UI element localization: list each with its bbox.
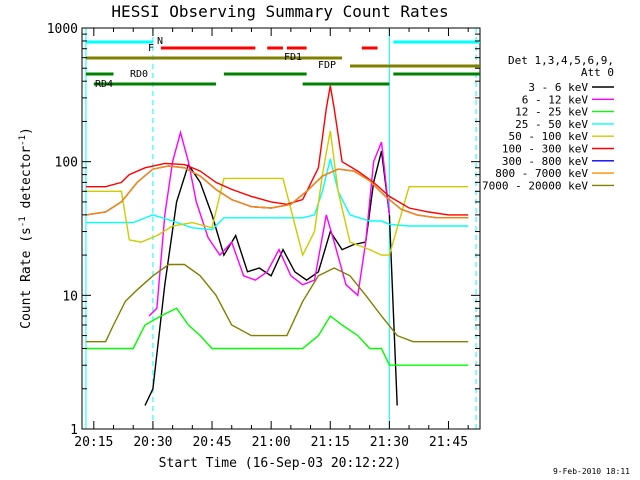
series-line-9 <box>85 263 469 343</box>
flag-label-f: F <box>148 43 154 54</box>
legend-entry-label: 12 - 25 keV <box>515 106 588 119</box>
svg-text:Count Rate (s-1 detector-1): Count Rate (s-1 detector-1) <box>18 127 34 329</box>
legend-header-line: Att 0 <box>581 66 614 79</box>
flag-label-rd0: RD0 <box>130 69 148 80</box>
x-tick-label: 21:00 <box>252 435 291 450</box>
y-tick-label: 1000 <box>47 22 78 37</box>
y-tick-label: 1 <box>70 423 78 438</box>
plot-frame <box>81 27 481 430</box>
x-tick-label: 20:15 <box>74 435 113 450</box>
x-tick-label: 20:45 <box>192 435 231 450</box>
flag-label-n: N <box>157 36 163 47</box>
series-line-3 <box>85 307 469 366</box>
series-line-2 <box>148 129 391 317</box>
series-line-1 <box>144 150 398 406</box>
x-tick-label: 21:30 <box>370 435 409 450</box>
flag-label-fdp: FDP <box>318 60 336 71</box>
flag-label-rd4: RD4 <box>95 79 113 90</box>
series-line-4 <box>85 158 469 231</box>
legend-entry-label: 25 - 50 keV <box>515 118 588 131</box>
flag-label-fd1: FD1 <box>284 52 302 63</box>
legend-entry-label: 50 - 100 keV <box>509 130 589 143</box>
series-line-7 <box>85 165 469 219</box>
chart-title: HESSI Observing Summary Count Rates <box>111 2 448 21</box>
legend-header-line: Det 1,3,4,5,6,9, <box>508 54 614 67</box>
legend-entry-label: 7000 - 20000 keV <box>482 179 588 192</box>
x-tick-label: 21:45 <box>429 435 468 450</box>
y-tick-label: 100 <box>55 156 78 171</box>
x-axis-label: Start Time (16-Sep-03 20:12:22) <box>159 456 402 471</box>
legend-entry-label: 6 - 12 keV <box>522 93 589 106</box>
legend-entry-label: 800 - 7000 keV <box>495 167 588 180</box>
legend-entry-label: 300 - 800 keV <box>502 155 588 168</box>
series-line-8 <box>85 165 469 219</box>
y-axis-label: Count Rate (s-1 detector-1) <box>18 127 34 329</box>
legend-entry-label: 3 - 6 keV <box>528 81 588 94</box>
x-tick-label: 21:15 <box>311 435 350 450</box>
footer-date: 9-Feb-2010 18:11 <box>553 467 630 476</box>
series-line-5 <box>85 130 469 258</box>
series-line-6 <box>85 85 469 216</box>
legend-entry-label: 100 - 300 keV <box>502 143 588 156</box>
y-tick-label: 10 <box>62 289 78 304</box>
x-tick-label: 20:30 <box>133 435 172 450</box>
